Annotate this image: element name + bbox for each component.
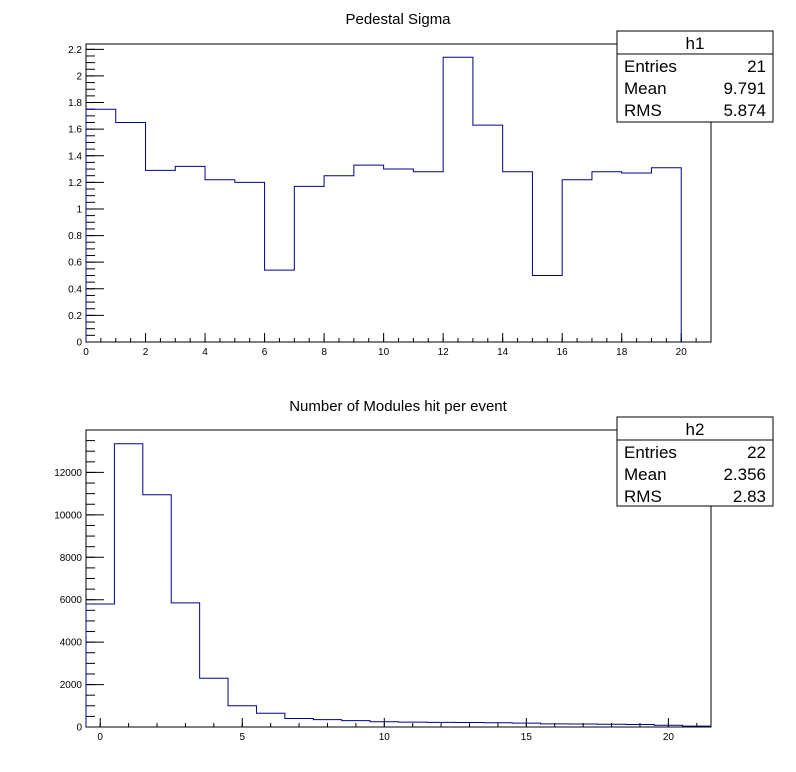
panel-pedestal-sigma: Pedestal Sigma 0 2 4 6 8 10 12 14 16 18 2000.20.40…: [68, 11, 774, 358]
x-tick-label: 15: [521, 732, 533, 743]
y-tick-label: 10000: [54, 510, 82, 521]
stats-histogram-name: h1: [686, 34, 705, 53]
y-tick-label: 1.2: [68, 178, 82, 189]
x-tick-label: 10: [378, 347, 390, 358]
x-tick-label: 10: [379, 732, 391, 743]
stats-label-rms: RMS: [624, 487, 662, 506]
histogram-bin: [562, 180, 592, 342]
histogram-bin: [265, 270, 295, 342]
histogram-bin: [175, 166, 205, 342]
stats-box-h2: h2 Entries 22 Mean 2.356 RMS 2.83: [616, 416, 774, 507]
y-tick-label: 2000: [60, 680, 83, 691]
y-tick-label: 0.6: [68, 258, 82, 269]
stats-value-mean: 2.356: [723, 465, 766, 484]
stats-label-entries: Entries: [624, 57, 677, 76]
histogram-bin: [235, 182, 265, 342]
x-tick-label: 2: [143, 347, 149, 358]
stats-box-frame: [616, 416, 774, 507]
x-tick-label: 4: [202, 347, 208, 358]
y-tick-label: 1.4: [68, 151, 82, 162]
y-tick-label: 6000: [60, 595, 83, 606]
y-tick-label: 2: [76, 71, 82, 82]
y-tick-label: 2.2: [68, 45, 82, 56]
stats-histogram-name: h2: [686, 420, 705, 439]
histogram-line-1: [85, 56, 682, 342]
stats-label-mean: Mean: [624, 465, 667, 484]
histogram-bin: [592, 172, 622, 342]
histogram-bin: [473, 125, 503, 342]
stats-value-entries: 21: [747, 57, 766, 76]
y-tick-label: 0.8: [68, 231, 82, 242]
axes-2: 0 5 10 15 20 0 2000 4000 6000 8000 10000 12000: [54, 429, 698, 743]
y-tick-label: 0.4: [68, 284, 82, 295]
histogram-bin: [354, 165, 384, 342]
x-tick-label: 20: [663, 732, 675, 743]
x-tick-label: 12: [438, 347, 450, 358]
stats-value-mean: 9.791: [723, 79, 766, 98]
y-tick-label: 12000: [54, 468, 82, 479]
histogram-bin: [114, 444, 142, 727]
stats-label-rms: RMS: [624, 101, 662, 120]
y-tick-label: 8000: [60, 553, 83, 564]
histogram-bin: [413, 172, 443, 342]
histogram-bin: [532, 275, 562, 342]
x-tick-label: 0: [97, 732, 103, 743]
histogram-bin: [324, 176, 354, 342]
histogram-line-2: [85, 443, 712, 727]
y-tick-label: 4000: [60, 638, 83, 649]
y-tick-label: 1.6: [68, 125, 82, 136]
x-tick-label: 0: [83, 347, 89, 358]
chart-title-2: Number of Modules hit per event: [289, 398, 507, 415]
x-tick-label: 6: [262, 347, 268, 358]
stats-value-entries: 22: [747, 443, 766, 462]
x-tick-label: 14: [497, 347, 509, 358]
histogram-bin: [443, 57, 473, 342]
histogram-bin: [116, 122, 146, 342]
y-tick-label: 0: [76, 723, 82, 734]
y-tick-label: 1.8: [68, 98, 82, 109]
histogram-bin: [294, 186, 324, 342]
x-tick-label: 16: [557, 347, 569, 358]
y-tick-label: 0.2: [68, 311, 82, 322]
histogram-bin: [503, 172, 533, 342]
histogram-bin: [143, 495, 171, 727]
histogram-bin: [622, 173, 652, 342]
stats-value-rms: 2.83: [733, 487, 766, 506]
y-tick-label: 0: [76, 338, 82, 349]
histogram-bin: [200, 678, 228, 727]
histogram-bin: [651, 168, 681, 342]
stats-box-h1: h1 Entries 21 Mean 9.791 RMS 5.874: [616, 30, 774, 123]
histogram-bin: [205, 180, 235, 342]
y-tick-label: 1: [76, 204, 82, 215]
axes-1: 0 2 4 6 8 10 12 14 16 18 20 0 0.2 0.4 0.6 0.8 1 1.2 1.4 1.6…: [68, 45, 712, 358]
histogram-bin: [146, 170, 176, 342]
x-tick-label: 18: [616, 347, 628, 358]
x-tick-label: 8: [321, 347, 327, 358]
stats-box-frame: [616, 30, 774, 123]
histogram-bin: [86, 604, 114, 727]
histogram-bin: [384, 169, 414, 342]
histogram-bin: [86, 109, 116, 342]
chart-title-1: Pedestal Sigma: [345, 11, 451, 28]
histogram-bins-1: [86, 57, 681, 342]
stats-label-mean: Mean: [624, 79, 667, 98]
stats-value-rms: 5.874: [723, 101, 766, 120]
stats-label-entries: Entries: [624, 443, 677, 462]
histogram-bin: [171, 603, 199, 727]
panel-modules-hit: Number of Modules hit per event 0 5 10 15 20…: [54, 398, 774, 743]
x-tick-label: 5: [239, 732, 245, 743]
x-tick-label: 20: [676, 347, 688, 358]
